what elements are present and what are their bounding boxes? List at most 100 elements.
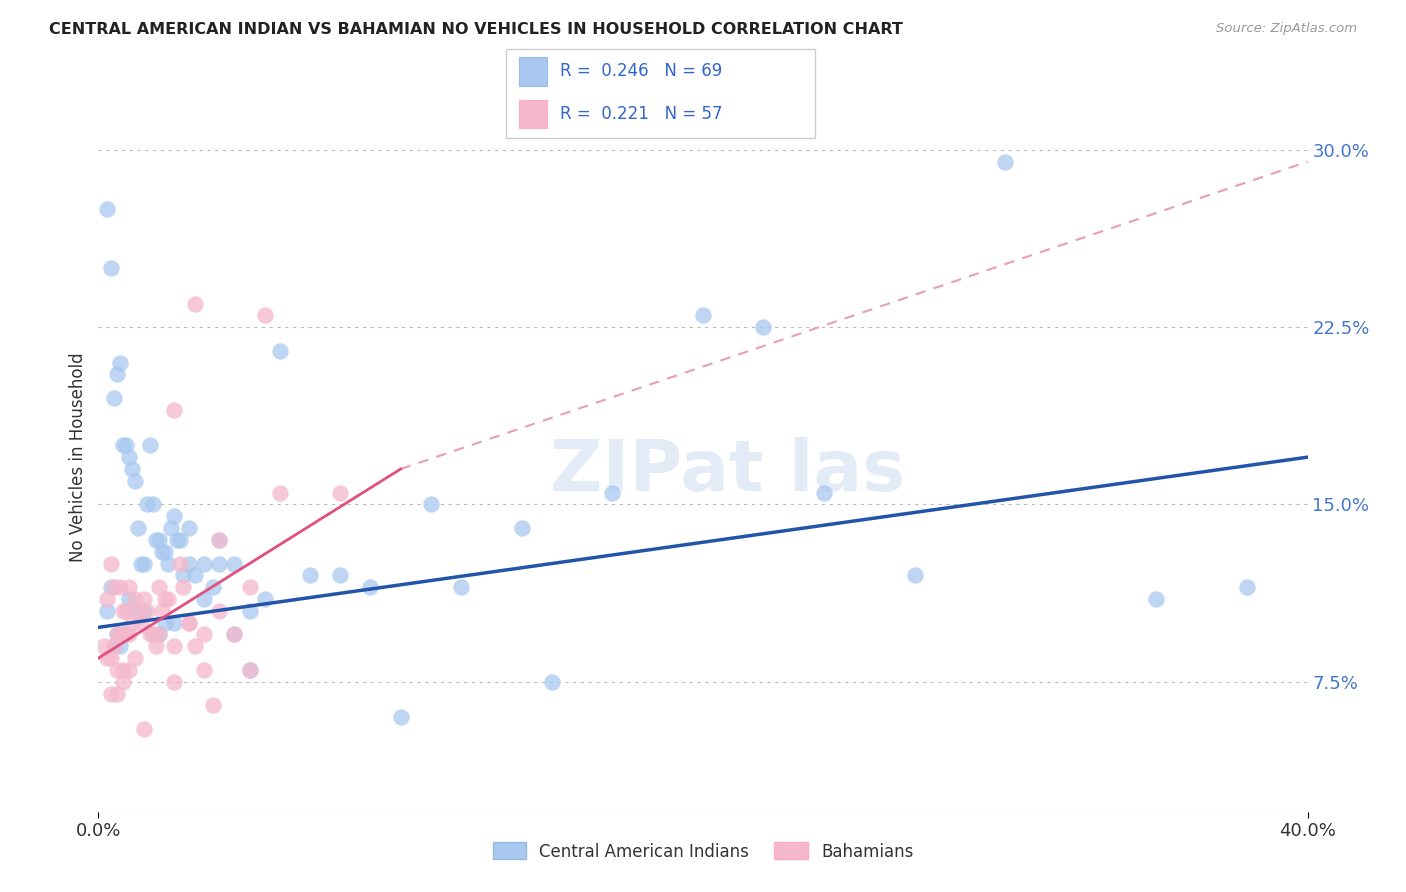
Point bbox=[239, 580, 262, 594]
Point bbox=[389, 710, 412, 724]
Point bbox=[224, 627, 246, 641]
Point bbox=[172, 580, 194, 594]
Point bbox=[129, 615, 152, 630]
Point bbox=[208, 604, 231, 618]
Text: R =  0.221   N = 57: R = 0.221 N = 57 bbox=[560, 105, 723, 123]
Point bbox=[540, 674, 562, 689]
Point bbox=[208, 533, 231, 547]
Point bbox=[111, 674, 134, 689]
Point bbox=[1236, 580, 1258, 594]
Point bbox=[239, 663, 262, 677]
Point bbox=[202, 698, 225, 713]
Point bbox=[105, 627, 128, 641]
Point bbox=[184, 568, 207, 582]
Point bbox=[202, 580, 225, 594]
Point bbox=[121, 462, 143, 476]
Point bbox=[127, 521, 149, 535]
Point bbox=[163, 639, 186, 653]
Point bbox=[208, 557, 231, 571]
Text: Source: ZipAtlas.com: Source: ZipAtlas.com bbox=[1216, 22, 1357, 36]
Point bbox=[111, 627, 134, 641]
Point bbox=[193, 557, 215, 571]
Point bbox=[179, 615, 201, 630]
Point bbox=[145, 533, 167, 547]
Point bbox=[100, 687, 122, 701]
Point bbox=[145, 639, 167, 653]
Point bbox=[96, 592, 118, 607]
Point bbox=[269, 343, 291, 358]
Point bbox=[103, 391, 125, 405]
Text: ZIPat las: ZIPat las bbox=[550, 437, 905, 506]
Point bbox=[142, 627, 165, 641]
Point bbox=[150, 604, 173, 618]
Point bbox=[111, 604, 134, 618]
Point bbox=[100, 580, 122, 594]
Point bbox=[121, 615, 143, 630]
Point bbox=[193, 627, 215, 641]
Point bbox=[602, 485, 624, 500]
Point bbox=[224, 557, 246, 571]
Point bbox=[169, 533, 191, 547]
Point bbox=[994, 154, 1017, 169]
Point bbox=[179, 615, 201, 630]
Point bbox=[132, 604, 155, 618]
Point bbox=[96, 651, 118, 665]
Point bbox=[124, 604, 146, 618]
Point bbox=[139, 627, 162, 641]
Point bbox=[269, 485, 291, 500]
Point bbox=[153, 544, 176, 558]
Point bbox=[124, 592, 146, 607]
Point bbox=[156, 557, 179, 571]
Point bbox=[100, 557, 122, 571]
Point bbox=[118, 627, 141, 641]
Point bbox=[118, 592, 141, 607]
Point bbox=[100, 261, 122, 276]
Point bbox=[118, 580, 141, 594]
Point bbox=[108, 639, 131, 653]
Point bbox=[163, 615, 186, 630]
Point bbox=[135, 604, 157, 618]
Point bbox=[93, 639, 115, 653]
Point bbox=[166, 533, 188, 547]
Point bbox=[108, 356, 131, 370]
Point bbox=[118, 450, 141, 465]
Point bbox=[132, 722, 155, 736]
Point bbox=[150, 544, 173, 558]
Point bbox=[103, 639, 125, 653]
Point bbox=[132, 557, 155, 571]
Point bbox=[105, 627, 128, 641]
Point bbox=[129, 557, 152, 571]
Point bbox=[193, 663, 215, 677]
Point bbox=[329, 568, 352, 582]
Point bbox=[148, 627, 170, 641]
Point bbox=[156, 592, 179, 607]
Point bbox=[114, 438, 136, 452]
Point bbox=[139, 438, 162, 452]
Point bbox=[193, 592, 215, 607]
Point bbox=[239, 663, 262, 677]
Point bbox=[904, 568, 927, 582]
Point bbox=[135, 498, 157, 512]
Point bbox=[108, 627, 131, 641]
Point bbox=[163, 674, 186, 689]
Legend: Central American Indians, Bahamians: Central American Indians, Bahamians bbox=[486, 836, 920, 867]
Point bbox=[420, 498, 443, 512]
Point bbox=[813, 485, 835, 500]
Point bbox=[118, 663, 141, 677]
Point bbox=[100, 651, 122, 665]
Point bbox=[111, 663, 134, 677]
Point bbox=[142, 627, 165, 641]
Point bbox=[105, 368, 128, 382]
Point bbox=[224, 627, 246, 641]
Point bbox=[105, 663, 128, 677]
Point bbox=[299, 568, 322, 582]
Point bbox=[360, 580, 382, 594]
Point bbox=[163, 509, 186, 524]
Point bbox=[108, 580, 131, 594]
Point bbox=[124, 474, 146, 488]
Point bbox=[169, 557, 191, 571]
Point bbox=[239, 604, 262, 618]
Point bbox=[153, 615, 176, 630]
Point bbox=[184, 296, 207, 310]
Point bbox=[510, 521, 533, 535]
